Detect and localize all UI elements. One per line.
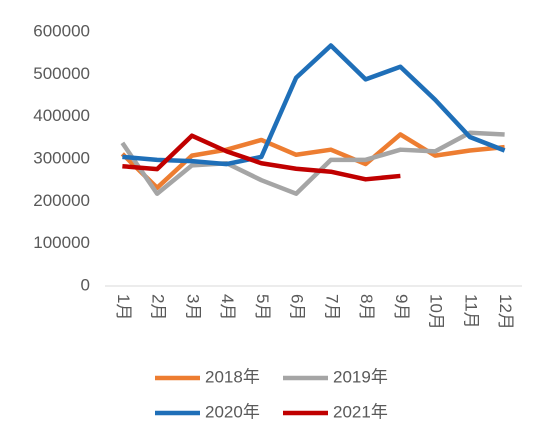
x-tick-label: 3月 (183, 294, 202, 320)
x-tick-label: 8月 (357, 294, 376, 320)
y-tick-label: 200000 (33, 191, 90, 210)
x-tick-label: 7月 (322, 294, 341, 320)
legend-label: 2020年 (205, 402, 260, 421)
x-tick-label: 12月 (496, 294, 515, 330)
x-tick-label: 11月 (461, 294, 480, 329)
x-tick-label: 2月 (149, 294, 168, 320)
x-tick-label: 9月 (392, 294, 411, 320)
x-tick-label: 4月 (218, 294, 237, 320)
y-tick-label: 0 (81, 275, 90, 294)
legend-label: 2019年 (333, 367, 388, 386)
series-line (122, 43, 506, 167)
y-tick-label: 100000 (33, 233, 90, 252)
legend-label: 2018年 (205, 367, 260, 386)
y-tick-label: 400000 (33, 106, 90, 125)
x-tick-label: 1月 (114, 294, 133, 320)
x-tick-label: 5月 (253, 294, 272, 320)
x-tick-label: 6月 (288, 294, 307, 320)
legend-label: 2021年 (333, 402, 388, 421)
y-tick-label: 300000 (33, 148, 90, 167)
y-tick-label: 600000 (33, 21, 90, 40)
series-line (120, 130, 505, 196)
series-line (122, 133, 401, 182)
y-tick-label: 500000 (33, 64, 90, 83)
x-tick-label: 10月 (427, 294, 446, 330)
